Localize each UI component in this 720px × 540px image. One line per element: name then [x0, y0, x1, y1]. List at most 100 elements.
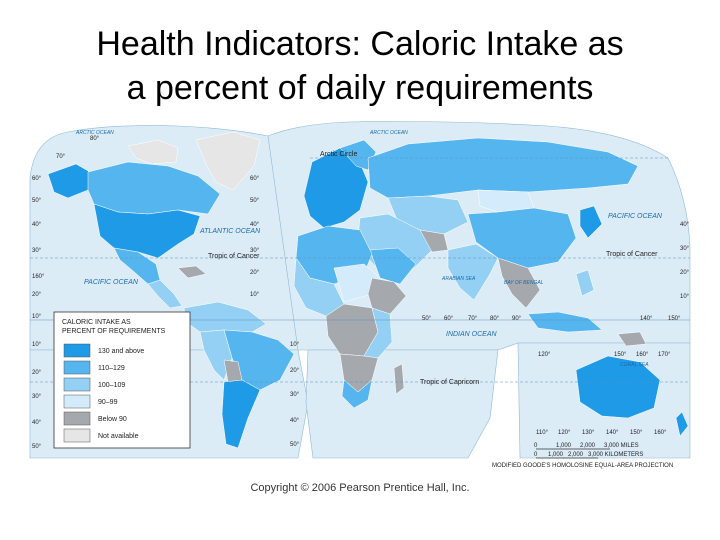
- lat-label: 10°: [290, 342, 300, 348]
- coral-sea-label: CORAL SEA: [620, 362, 649, 368]
- legend-title-line-1: CALORIC INTAKE AS: [62, 319, 131, 326]
- legend-swatch: [63, 394, 91, 409]
- scale-km-0: 0: [534, 452, 538, 458]
- saudi-arabia: [369, 247, 417, 285]
- slide-title: Health Indicators: Caloric Intake as a p…: [0, 22, 720, 110]
- legend-label: 110–129: [98, 365, 125, 372]
- title-line-1: Health Indicators: Caloric Intake as: [96, 25, 624, 63]
- lon-label: 140°: [606, 430, 619, 436]
- lon-label: 130°: [582, 430, 595, 436]
- scale-bar: 0 1,000 2,000 3,000 MILES 0 1,000 2,000 …: [492, 443, 673, 469]
- indian-ocean-label: INDIAN OCEAN: [446, 331, 498, 338]
- lon-label: 70°: [468, 316, 478, 322]
- lon-label: 170°: [658, 352, 671, 358]
- legend-swatch: [63, 343, 91, 358]
- scale-miles-1000: 1,000: [556, 443, 572, 449]
- lat-label: 50°: [250, 198, 260, 204]
- philippines: [575, 269, 595, 297]
- arctic-ocean-label-1: ARCTIC OCEAN: [75, 130, 114, 136]
- lat-label: 60°: [250, 176, 260, 182]
- australia: [575, 355, 661, 419]
- lat-label: 40°: [290, 418, 300, 424]
- legend-label: Below 90: [98, 416, 127, 423]
- lat-label: 20°: [680, 270, 690, 276]
- projection-label: MODIFIED GOODE'S HOMOLOSINE EQUAL-AREA P…: [492, 463, 673, 469]
- lat-label: 10°: [32, 342, 42, 348]
- lat-label: 70°: [56, 154, 66, 160]
- legend-swatch: [63, 411, 91, 426]
- scale-miles-3000: 3,000 MILES: [604, 443, 639, 449]
- lon-label: 160°: [32, 274, 45, 280]
- lat-label: 40°: [32, 222, 42, 228]
- lat-label: 30°: [290, 392, 300, 398]
- lon-label: 50°: [422, 316, 432, 322]
- lon-label: 120°: [558, 430, 571, 436]
- lat-label: 20°: [32, 292, 42, 298]
- legend-title-line-2: PERCENT OF REQUIREMENTS: [62, 328, 166, 335]
- lat-label: 40°: [32, 420, 42, 426]
- arctic-ocean-label-2: ARCTIC OCEAN: [369, 130, 408, 136]
- lat-label: 50°: [32, 198, 42, 204]
- legend-swatch: [63, 360, 91, 375]
- lat-label: 40°: [250, 222, 260, 228]
- lat-label: 20°: [250, 270, 260, 276]
- lat-label: 30°: [250, 248, 260, 254]
- legend-label: Not available: [98, 433, 139, 440]
- lon-label: 140°: [640, 316, 653, 322]
- tropic-of-cancer-label-west: Tropic of Cancer: [208, 253, 260, 260]
- scale-km-1000: 1,000: [548, 452, 564, 458]
- copyright-notice: Copyright © 2006 Pearson Prentice Hall, …: [250, 482, 470, 494]
- legend-items: 130 and above 110–129 100–109 90–99 Below 90…: [63, 343, 144, 443]
- bay-of-bengal-label: BAY OF BENGAL: [504, 280, 544, 286]
- lat-label: 50°: [290, 442, 300, 448]
- lat-label: 50°: [32, 444, 42, 450]
- pacific-ocean-label-east: PACIFIC OCEAN: [608, 213, 663, 220]
- new-zealand: [675, 411, 689, 437]
- lon-label: 160°: [654, 430, 667, 436]
- caribbean: [177, 265, 207, 279]
- lat-label: 30°: [32, 248, 42, 254]
- korea-japan: [579, 205, 603, 239]
- lat-label: 30°: [32, 394, 42, 400]
- scale-miles-0: 0: [534, 443, 538, 449]
- lat-label: 10°: [250, 292, 260, 298]
- greenland: [195, 131, 261, 191]
- map-legend: CALORIC INTAKE AS PERCENT OF REQUIREMENT…: [53, 311, 191, 449]
- madagascar: [393, 363, 405, 395]
- papua-new-guinea: [617, 331, 647, 347]
- lon-label: 160°: [636, 352, 649, 358]
- lon-label: 150°: [630, 430, 643, 436]
- lat-label: 40°: [680, 222, 690, 228]
- south-africa: [341, 379, 373, 409]
- lat-label: 20°: [32, 370, 42, 376]
- lat-label: 10°: [680, 294, 690, 300]
- world-map: ARCTIC OCEAN ARCTIC OCEAN Arctic Circle …: [28, 118, 698, 470]
- scale-km-3000: 3,000 KILOMETERS: [588, 452, 643, 458]
- scale-km-2000: 2,000: [568, 452, 584, 458]
- argentina: [221, 379, 261, 449]
- arctic-circle-label: Arctic Circle: [320, 151, 357, 158]
- tropic-of-capricorn-label: Tropic of Capricorn: [420, 379, 479, 386]
- scale-miles-2000: 2,000: [580, 443, 596, 449]
- china: [467, 207, 577, 269]
- lon-label: 60°: [444, 316, 454, 322]
- tropic-of-cancer-label-east: Tropic of Cancer: [606, 251, 658, 258]
- lon-label: 110°: [536, 430, 549, 436]
- atlantic-ocean-label: ATLANTIC OCEAN: [199, 228, 261, 235]
- legend-swatch: [63, 428, 91, 443]
- legend-label: 90–99: [98, 399, 118, 406]
- arabian-sea-label: ARABIAN SEA: [441, 276, 476, 282]
- lat-label: 10°: [32, 314, 42, 320]
- lat-label: 20°: [290, 368, 300, 374]
- canada: [87, 161, 221, 215]
- legend-swatch: [63, 377, 91, 392]
- andes: [199, 329, 233, 381]
- southeast-asia: [497, 257, 541, 309]
- united-states: [93, 203, 201, 259]
- lat-label: 30°: [680, 246, 690, 252]
- lon-label: 150°: [614, 352, 627, 358]
- central-america: [147, 279, 183, 309]
- canadian-islands: [127, 139, 179, 165]
- lat-label: 60°: [32, 176, 42, 182]
- lon-label: 80°: [490, 316, 500, 322]
